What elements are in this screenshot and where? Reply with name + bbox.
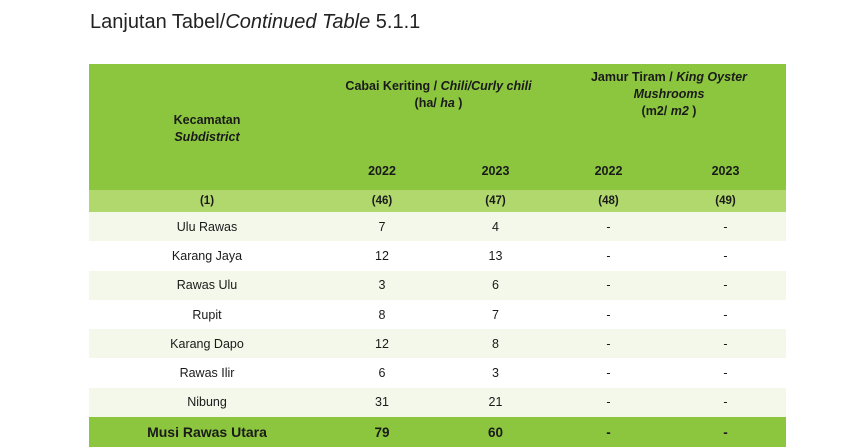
chili-header: Cabai Keriting / Chili/Curly chili (ha/ … (325, 64, 552, 152)
subdistrict-header-id: Kecamatan (173, 113, 241, 127)
subdistrict-name: Karang Dapo (89, 329, 325, 359)
cell-value: 6 (325, 358, 439, 388)
chili-header-en: Chili/Curly chili (437, 79, 532, 93)
table-row: Rawas Ulu 3 6 - - (89, 270, 786, 300)
table-title: Lanjutan Tabel/Continued Table 5.1.1 (90, 11, 420, 34)
table-row: Rupit 8 7 - - (89, 299, 786, 330)
cell-value: - (665, 270, 786, 300)
mushroom-header-en1: King Oyster (672, 70, 748, 84)
cell-value: 6 (439, 270, 552, 300)
cell-value: 8 (325, 299, 439, 330)
column-number-row: (1) (46) (47) (48) (49) (89, 190, 786, 212)
total-value: - (552, 417, 665, 447)
subdistrict-header-en: Subdistrict (174, 130, 240, 144)
cell-value: - (552, 299, 665, 330)
cell-value: 7 (325, 212, 439, 242)
mushroom-header-id: Jamur Tiram / (590, 70, 673, 84)
total-row: Musi Rawas Utara 79 60 - - (89, 417, 786, 447)
subdistrict-name: Karang Jaya (89, 241, 325, 271)
cell-value: 31 (325, 387, 439, 418)
year-header: 2022 (552, 152, 665, 190)
mushroom-unit-en: m2 (667, 104, 689, 118)
column-number: (49) (665, 190, 786, 212)
mushroom-header-en2: Mushrooms (633, 87, 705, 101)
cell-value: - (665, 329, 786, 359)
column-number: (46) (325, 190, 439, 212)
subdistrict-name: Nibung (89, 387, 325, 418)
title-italic: Continued Table (225, 11, 371, 33)
cell-value: - (552, 358, 665, 388)
header-row-years: 2022 2023 2022 2023 (89, 152, 786, 190)
subdistrict-name: Rupit (89, 299, 325, 330)
chili-unit-en: ha (436, 96, 455, 110)
cell-value: - (552, 212, 665, 242)
table-row: Nibung 31 21 - - (89, 387, 786, 418)
mushroom-unit: (m2/ (641, 104, 668, 118)
subdistrict-name: Rawas Ilir (89, 358, 325, 388)
total-value: 79 (325, 417, 439, 447)
cell-value: 21 (439, 387, 552, 418)
title-prefix: Lanjutan Tabel/ (90, 11, 226, 33)
cell-value: - (665, 358, 786, 388)
cell-value: - (665, 387, 786, 418)
cell-value: - (665, 212, 786, 242)
subdistrict-name: Ulu Rawas (89, 212, 325, 242)
title-number: 5.1.1 (370, 11, 421, 33)
cell-value: 3 (439, 358, 552, 388)
header-row-groups: Kecamatan Subdistrict Cabai Keriting / C… (89, 64, 786, 190)
cell-value: 7 (439, 299, 552, 330)
chili-unit: (ha/ (414, 96, 437, 110)
cell-value: - (665, 241, 786, 271)
cell-value: - (665, 299, 786, 330)
cell-value: - (552, 387, 665, 418)
year-header: 2023 (439, 152, 552, 190)
column-number: (47) (439, 190, 552, 212)
mushroom-unit-close: ) (688, 104, 697, 118)
chili-unit-close: ) (454, 96, 463, 110)
year-header: 2023 (665, 152, 786, 190)
cell-value: 12 (325, 329, 439, 359)
subdistrict-name: Rawas Ulu (89, 270, 325, 300)
cell-value: - (552, 270, 665, 300)
cell-value: 4 (439, 212, 552, 242)
chili-header-id: Cabai Keriting / (345, 79, 438, 93)
table-row: Karang Jaya 12 13 - - (89, 241, 786, 271)
mushroom-header: Jamur Tiram / King Oyster Mushrooms (m2/… (552, 64, 786, 152)
cell-value: 12 (325, 241, 439, 271)
cell-value: 13 (439, 241, 552, 271)
total-value: 60 (439, 417, 552, 447)
cell-value: - (552, 241, 665, 271)
table-row: Karang Dapo 12 8 - - (89, 329, 786, 359)
cell-value: - (552, 329, 665, 359)
year-header: 2022 (325, 152, 439, 190)
table-row: Rawas Ilir 6 3 - - (89, 358, 786, 388)
cell-value: 3 (325, 270, 439, 300)
cell-value: 8 (439, 329, 552, 359)
subdistrict-header: Kecamatan Subdistrict (89, 64, 325, 190)
total-value: - (665, 417, 786, 447)
column-number: (48) (552, 190, 665, 212)
data-table: Kecamatan Subdistrict Cabai Keriting / C… (89, 64, 786, 447)
total-label: Musi Rawas Utara (89, 417, 325, 447)
table-row: Ulu Rawas 7 4 - - (89, 212, 786, 242)
column-number: (1) (89, 190, 325, 212)
